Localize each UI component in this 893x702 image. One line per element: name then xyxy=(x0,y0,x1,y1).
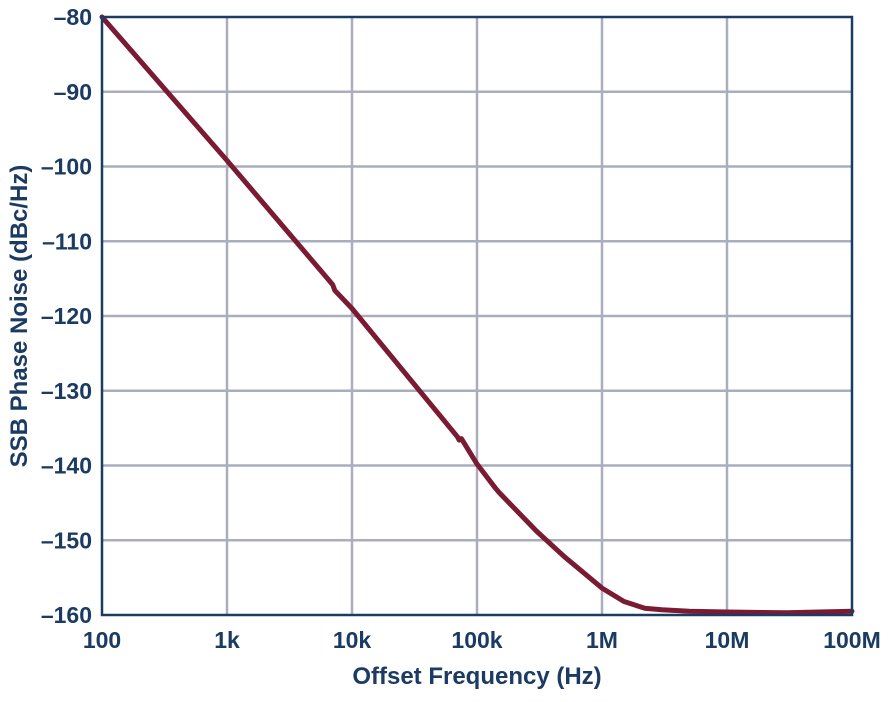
x-tick-label: 1k xyxy=(214,627,240,653)
y-tick-label: –80 xyxy=(54,4,92,30)
y-tick-label: –100 xyxy=(41,154,92,180)
grid-layer xyxy=(102,17,852,615)
y-tick-label: –120 xyxy=(41,303,92,329)
y-tick-label: –140 xyxy=(41,453,92,479)
x-axis-label: Offset Frequency (Hz) xyxy=(352,663,601,690)
x-tick-label: 100k xyxy=(451,627,502,653)
x-tick-label: 100 xyxy=(83,627,121,653)
x-tick-label: 10M xyxy=(705,627,750,653)
y-axis-label: SSB Phase Noise (dBc/Hz) xyxy=(6,165,33,468)
x-tick-labels: 100 1k 10k 100k 1M 10M 100M xyxy=(83,627,881,653)
series-layer xyxy=(99,14,855,616)
y-tick-labels: –80 –90 –100 –110 –120 –130 –140 –150 –160 xyxy=(41,4,92,628)
plot-frame xyxy=(100,15,854,617)
y-tick-label: –160 xyxy=(41,602,92,628)
x-tick-label: 1M xyxy=(586,627,618,653)
phase-noise-series-line xyxy=(99,14,855,616)
y-tick-label: –90 xyxy=(54,79,92,105)
x-tick-label: 100M xyxy=(823,627,881,653)
y-tick-label: –150 xyxy=(41,527,92,553)
x-tick-label: 10k xyxy=(333,627,372,653)
y-tick-label: –130 xyxy=(41,378,92,404)
y-tick-label: –110 xyxy=(42,228,92,254)
